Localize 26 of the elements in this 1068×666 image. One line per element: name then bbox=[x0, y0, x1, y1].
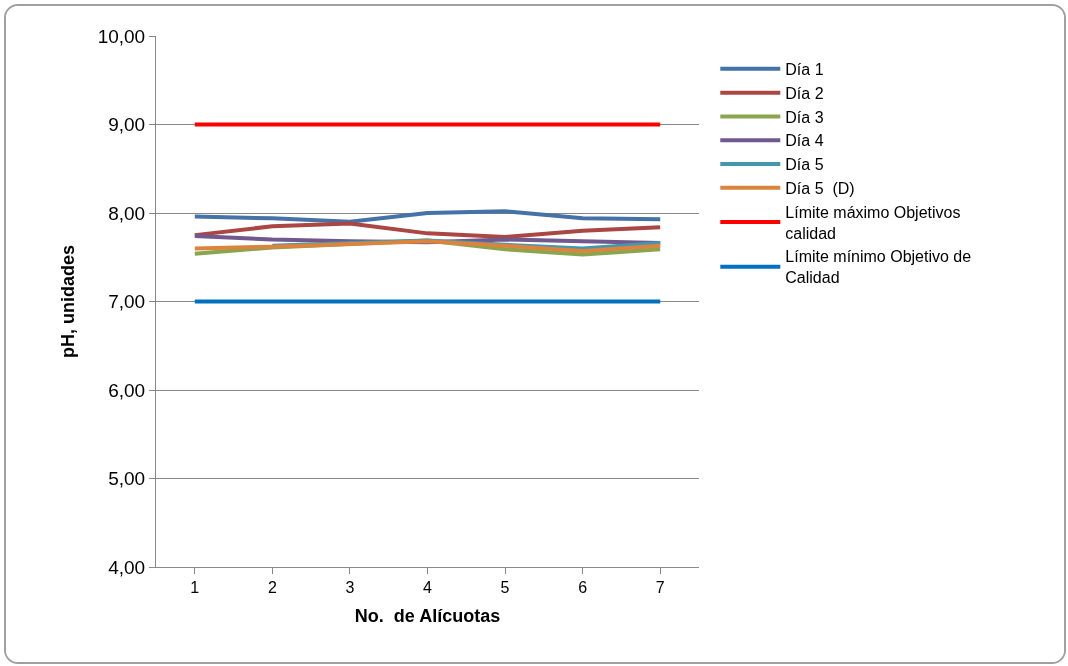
y-tick-label: 6,00 bbox=[108, 379, 146, 401]
legend-label: Límite máximo Objetivos calidad bbox=[785, 203, 961, 242]
y-tick-label: 10,00 bbox=[97, 25, 146, 47]
legend-label: Límite mínimo Objetivo de Calidad bbox=[785, 248, 972, 287]
y-axis-title: pH, unidades bbox=[57, 244, 78, 359]
legend-label: Día 5 bbox=[785, 156, 824, 174]
x-axis-title: No. de Alícuotas bbox=[354, 606, 501, 627]
x-tick-label: 5 bbox=[500, 579, 510, 597]
x-tick-label: 3 bbox=[345, 579, 355, 597]
line-series bbox=[192, 209, 663, 224]
y-tick-label: 9,00 bbox=[108, 114, 146, 136]
y-tick-label: 5,00 bbox=[108, 468, 146, 490]
y-tick-label: 8,00 bbox=[108, 202, 146, 224]
legend-label: Día 1 bbox=[785, 61, 824, 79]
x-tick-label: 1 bbox=[190, 579, 200, 597]
x-tick-label: 2 bbox=[267, 579, 277, 597]
y-tick-label: 7,00 bbox=[108, 291, 146, 313]
legend-label: Día 3 bbox=[785, 108, 824, 126]
x-tick-label: 4 bbox=[423, 579, 433, 597]
legend-label: Día 4 bbox=[785, 132, 824, 150]
legend-label: Día 2 bbox=[785, 84, 824, 102]
legend-label: Día 5 (D) bbox=[785, 180, 855, 198]
x-tick-label: 6 bbox=[578, 579, 588, 597]
x-tick-label: 7 bbox=[655, 579, 665, 597]
line-series bbox=[192, 221, 663, 239]
y-tick-label: 4,00 bbox=[108, 556, 146, 578]
